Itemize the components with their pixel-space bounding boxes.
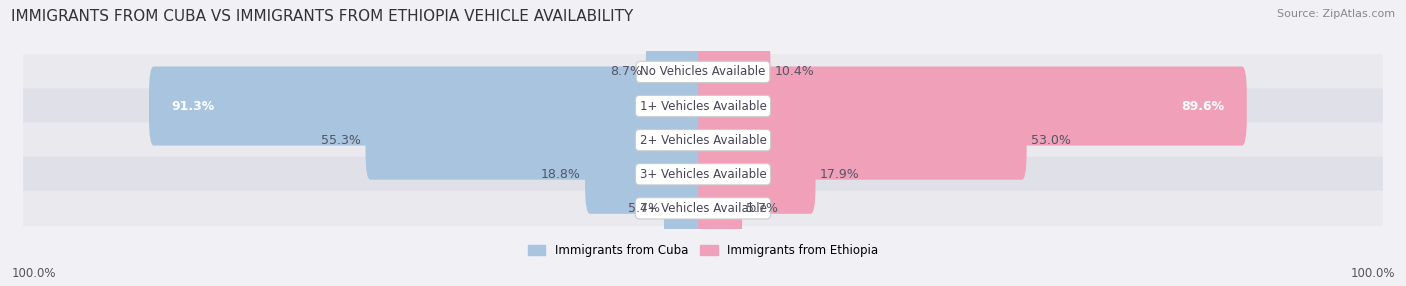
Text: 2+ Vehicles Available: 2+ Vehicles Available bbox=[640, 134, 766, 147]
FancyBboxPatch shape bbox=[699, 101, 1026, 180]
Text: 5.7%: 5.7% bbox=[747, 202, 779, 215]
FancyBboxPatch shape bbox=[699, 135, 815, 214]
Text: No Vehicles Available: No Vehicles Available bbox=[640, 65, 766, 78]
Text: 89.6%: 89.6% bbox=[1181, 100, 1223, 112]
Legend: Immigrants from Cuba, Immigrants from Ethiopia: Immigrants from Cuba, Immigrants from Et… bbox=[523, 239, 883, 262]
FancyBboxPatch shape bbox=[22, 88, 1384, 124]
Text: 17.9%: 17.9% bbox=[820, 168, 859, 181]
Text: 8.7%: 8.7% bbox=[610, 65, 641, 78]
FancyBboxPatch shape bbox=[22, 190, 1384, 226]
Text: IMMIGRANTS FROM CUBA VS IMMIGRANTS FROM ETHIOPIA VEHICLE AVAILABILITY: IMMIGRANTS FROM CUBA VS IMMIGRANTS FROM … bbox=[11, 9, 634, 23]
Text: 1+ Vehicles Available: 1+ Vehicles Available bbox=[640, 100, 766, 112]
Text: Source: ZipAtlas.com: Source: ZipAtlas.com bbox=[1277, 9, 1395, 19]
Text: 10.4%: 10.4% bbox=[775, 65, 814, 78]
FancyBboxPatch shape bbox=[22, 156, 1384, 192]
Text: 100.0%: 100.0% bbox=[1350, 267, 1395, 280]
FancyBboxPatch shape bbox=[699, 169, 742, 248]
Text: 4+ Vehicles Available: 4+ Vehicles Available bbox=[640, 202, 766, 215]
FancyBboxPatch shape bbox=[149, 66, 707, 146]
FancyBboxPatch shape bbox=[699, 66, 1247, 146]
FancyBboxPatch shape bbox=[585, 135, 707, 214]
Text: 53.0%: 53.0% bbox=[1031, 134, 1071, 147]
FancyBboxPatch shape bbox=[699, 32, 770, 112]
FancyBboxPatch shape bbox=[664, 169, 707, 248]
FancyBboxPatch shape bbox=[366, 101, 707, 180]
FancyBboxPatch shape bbox=[22, 122, 1384, 158]
Text: 18.8%: 18.8% bbox=[541, 168, 581, 181]
Text: 100.0%: 100.0% bbox=[11, 267, 56, 280]
Text: 91.3%: 91.3% bbox=[172, 100, 215, 112]
Text: 55.3%: 55.3% bbox=[322, 134, 361, 147]
Text: 5.7%: 5.7% bbox=[627, 202, 659, 215]
FancyBboxPatch shape bbox=[645, 32, 707, 112]
Text: 3+ Vehicles Available: 3+ Vehicles Available bbox=[640, 168, 766, 181]
FancyBboxPatch shape bbox=[22, 54, 1384, 90]
